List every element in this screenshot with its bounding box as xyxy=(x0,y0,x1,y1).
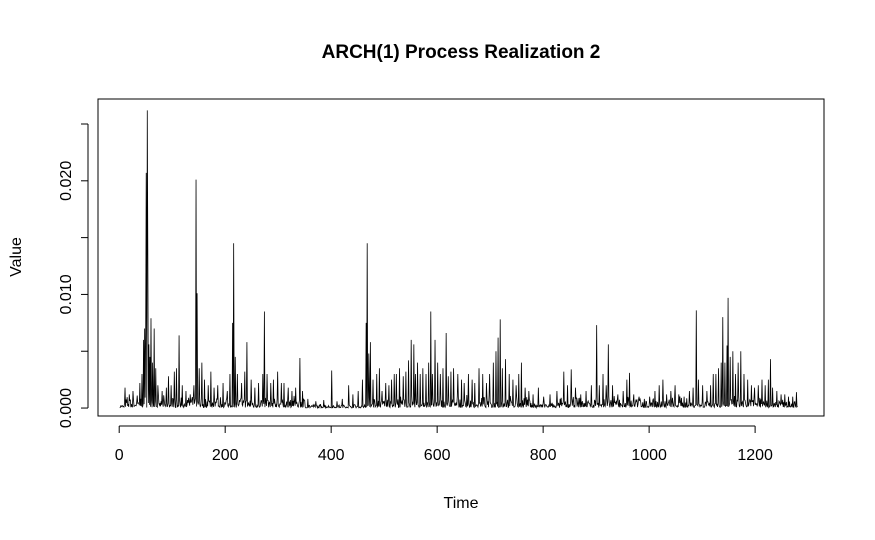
y-tick-label: 0.020 xyxy=(58,161,75,201)
y-axis-label: Value xyxy=(8,237,25,277)
y-tick-label: 0.010 xyxy=(58,274,75,314)
x-tick-label: 800 xyxy=(530,447,557,464)
x-tick-label: 0 xyxy=(115,447,124,464)
x-tick-label: 200 xyxy=(212,447,239,464)
x-axis: 0 200 400 600 800 1000 1200 xyxy=(115,425,773,464)
series-line xyxy=(119,110,798,410)
x-axis-label: Time xyxy=(444,495,479,512)
x-tick-label: 1200 xyxy=(737,447,773,464)
series-path xyxy=(119,110,798,410)
y-tick-label: 0.000 xyxy=(58,388,75,428)
x-tick-label: 600 xyxy=(424,447,451,464)
x-tick-label: 1000 xyxy=(631,447,667,464)
y-axis: 0.000 0.010 0.020 xyxy=(58,123,89,428)
x-tick-label: 400 xyxy=(318,447,345,464)
chart-title: ARCH(1) Process Realization 2 xyxy=(322,42,601,63)
plot-area-border xyxy=(97,98,825,417)
